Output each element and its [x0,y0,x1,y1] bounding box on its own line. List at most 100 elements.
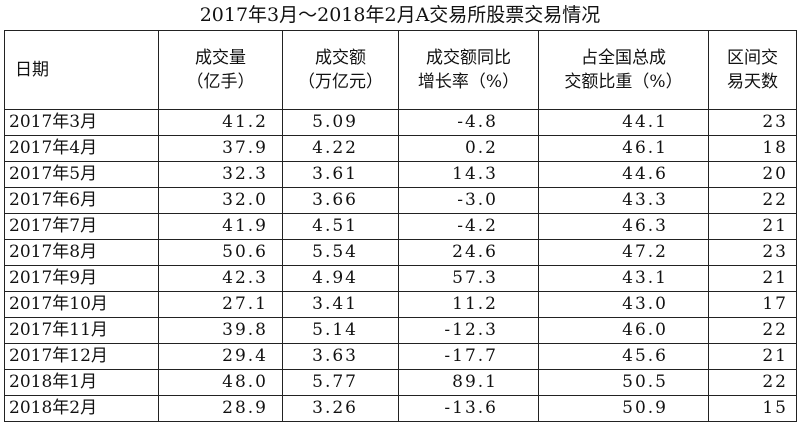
table-row: 2017年10月 27.1 3.41 11.2 43.0 17 [4,291,797,318]
date-cell: 2017年6月 [4,187,159,214]
value-cell: 21 [708,343,797,370]
value-cell: 22 [708,369,797,396]
header-text: 交额比重（%） [564,72,683,92]
table-row: 2017年4月 37.9 4.22 0.2 46.1 18 [4,135,797,162]
value-cell: 44.6 [538,161,709,188]
header-text: 成交额同比 [426,48,511,68]
value-cell: 4.22 [282,135,399,162]
value-cell: 3.26 [282,395,399,422]
value-cell: 39.8 [158,317,283,344]
value-cell: 43.1 [538,265,709,292]
header-text: （万亿元） [298,72,383,92]
date-cell: 2017年4月 [4,135,159,162]
value-cell: 57.3 [398,265,539,292]
value-cell: 46.0 [538,317,709,344]
table-row: 2017年6月 32.0 3.66 -3.0 43.3 22 [4,187,797,214]
value-cell: 29.4 [158,343,283,370]
value-cell: 3.63 [282,343,399,370]
value-cell: -17.7 [398,343,539,370]
value-cell: 20 [708,161,797,188]
value-cell: 3.41 [282,291,399,318]
table-row: 2017年3月 41.2 5.09 -4.8 44.1 23 [4,109,797,136]
value-cell: 15 [708,395,797,422]
value-cell: -13.6 [398,395,539,422]
date-cell: 2018年1月 [4,369,159,396]
data-table: 日期 成交量 （亿手） 成交额 （万亿元） 成交额同比增长率（%） 占全国总成交额比重（%）… [4,30,797,422]
value-cell: 0.2 [398,135,539,162]
table-row: 2018年2月 28.9 3.26 -13.6 50.9 15 [4,395,797,422]
table-row: 2017年5月 32.3 3.61 14.3 44.6 20 [4,161,797,188]
value-cell: 14.3 [398,161,539,188]
table-row: 2017年9月 42.3 4.94 57.3 43.1 21 [4,265,797,292]
value-cell: 50.6 [158,239,283,266]
header-cell: 成交额 （万亿元） [282,30,399,110]
header-text: 日期 [15,60,49,80]
value-cell: 24.6 [398,239,539,266]
header-text: （亿手） [186,72,255,92]
value-cell: 5.54 [282,239,399,266]
header-cell: 日期 [4,30,159,110]
value-cell: 32.3 [158,161,283,188]
value-cell: 22 [708,317,797,344]
value-cell: -4.8 [398,109,539,136]
value-cell: 22 [708,187,797,214]
value-cell: 50.9 [538,395,709,422]
value-cell: 37.9 [158,135,283,162]
header-text: 成交额 [315,48,366,68]
header-text: 易天数 [727,72,778,92]
header-row: 日期 成交量 （亿手） 成交额 （万亿元） 成交额同比增长率（%） 占全国总成交额比重（%）… [4,30,797,110]
value-cell: 3.61 [282,161,399,188]
header-cell: 成交量 （亿手） [158,30,283,110]
value-cell: 41.9 [158,213,283,240]
date-cell: 2017年8月 [4,239,159,266]
table-row: 2017年7月 41.9 4.51 -4.2 46.3 21 [4,213,797,240]
value-cell: 50.5 [538,369,709,396]
header-text: 成交量 [195,48,246,68]
value-cell: -12.3 [398,317,539,344]
date-cell: 2017年5月 [4,161,159,188]
value-cell: 4.51 [282,213,399,240]
value-cell: 46.3 [538,213,709,240]
value-cell: 43.0 [538,291,709,318]
value-cell: 18 [708,135,797,162]
value-cell: 42.3 [158,265,283,292]
value-cell: 27.1 [158,291,283,318]
table-body: 2017年3月 41.2 5.09 -4.8 44.1 23 2017年4月 37.9 4.22… [4,109,797,422]
header-cell: 占全国总成交额比重（%） [538,30,709,110]
value-cell: 21 [708,265,797,292]
date-cell: 2017年12月 [4,343,159,370]
value-cell: 17 [708,291,797,318]
value-cell: 48.0 [158,369,283,396]
value-cell: 11.2 [398,291,539,318]
value-cell: 23 [708,109,797,136]
value-cell: 89.1 [398,369,539,396]
table-row: 2018年1月 48.0 5.77 89.1 50.5 22 [4,369,797,396]
date-cell: 2017年10月 [4,291,159,318]
value-cell: 23 [708,239,797,266]
date-cell: 2017年9月 [4,265,159,292]
header-text: 占全国总成 [581,48,666,68]
value-cell: -4.2 [398,213,539,240]
value-cell: 46.1 [538,135,709,162]
table-title: 2017年3月～2018年2月A交易所股票交易情况 [199,4,601,26]
date-cell: 2017年11月 [4,317,159,344]
value-cell: 47.2 [538,239,709,266]
value-cell: 44.1 [538,109,709,136]
date-cell: 2018年2月 [4,395,159,422]
value-cell: 4.94 [282,265,399,292]
value-cell: 3.66 [282,187,399,214]
value-cell: 5.77 [282,369,399,396]
value-cell: 32.0 [158,187,283,214]
value-cell: 43.3 [538,187,709,214]
table-row: 2017年8月 50.6 5.54 24.6 47.2 23 [4,239,797,266]
value-cell: 28.9 [158,395,283,422]
header-text: 增长率（%） [417,72,520,92]
value-cell: 41.2 [158,109,283,136]
value-cell: 21 [708,213,797,240]
table-row: 2017年12月 29.4 3.63 -17.7 45.6 21 [4,343,797,370]
header-cell: 区间交 易天数 [708,30,797,110]
value-cell: 5.14 [282,317,399,344]
date-cell: 2017年7月 [4,213,159,240]
value-cell: 5.09 [282,109,399,136]
